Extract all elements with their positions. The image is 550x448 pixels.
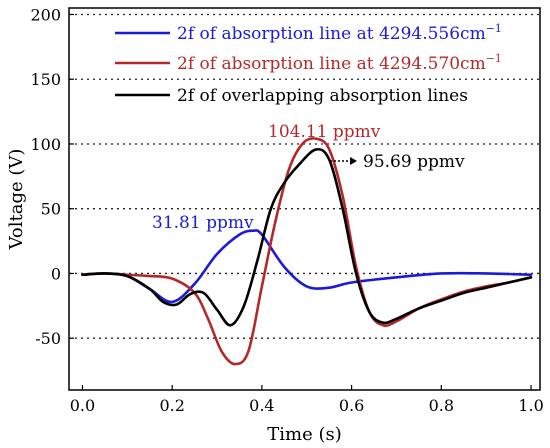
x-axis-label: Time (s) [267,424,342,445]
x-tick-label-3: 0.6 [339,396,364,415]
legend-label-1: 2f of absorption line at 4294.570cm [177,54,486,74]
horizontal-gridlines [69,13,540,339]
x-tick-label-5: 1.0 [518,396,543,415]
y-axis-label: Voltage (V) [6,149,27,251]
series-lines [81,137,533,366]
svg-text:2f of absorption line at 4294.: 2f of absorption line at 4294.570cm−1 [177,52,502,74]
legend-entry-0: 2f of absorption line at 4294.556cm−1 [115,22,502,44]
legend: 2f of absorption line at 4294.556cm−1 2f… [115,22,502,106]
legend-entry-1: 2f of absorption line at 4294.570cm−1 [115,52,502,74]
legend-label-2: 2f of overlapping absorption lines [177,86,468,106]
y-tick-label-3: 100 [30,135,61,154]
x-tick-label-4: 0.8 [429,396,454,415]
svg-text:2f of absorption line at 4294.: 2f of absorption line at 4294.556cm−1 [177,22,502,44]
x-tick-label-2: 0.4 [249,396,274,415]
annotation-arrowhead [350,157,357,165]
series-line-2 [81,147,533,327]
x-tick-label-0: 0.0 [70,396,95,415]
legend-label-0: 2f of absorption line at 4294.556cm [177,24,486,44]
peak-annotation-red: 104.11 ppmv [268,122,381,142]
peak-annotation-blue: 31.81 ppmv [152,213,254,233]
peak-annotation-black: 95.69 ppmv [363,152,465,172]
y-axis-ticks: -50 0 50 100 150 200 [30,5,74,348]
x-axis-ticks: 0.0 0.2 0.4 0.6 0.8 1.0 [70,385,544,415]
series-line-1 [81,137,533,366]
y-tick-label-5: 200 [30,5,61,24]
legend-entry-2: 2f of overlapping absorption lines [115,86,468,106]
plot-frame [68,7,541,391]
y-tick-label-2: 50 [41,200,61,219]
y-tick-label-1: 0 [51,264,61,283]
y-tick-label-0: -50 [35,329,61,348]
y-tick-label-4: 150 [30,70,61,89]
legend-superscript-0: −1 [486,22,502,35]
x-tick-label-1: 0.2 [159,396,184,415]
legend-superscript-1: −1 [486,52,502,65]
